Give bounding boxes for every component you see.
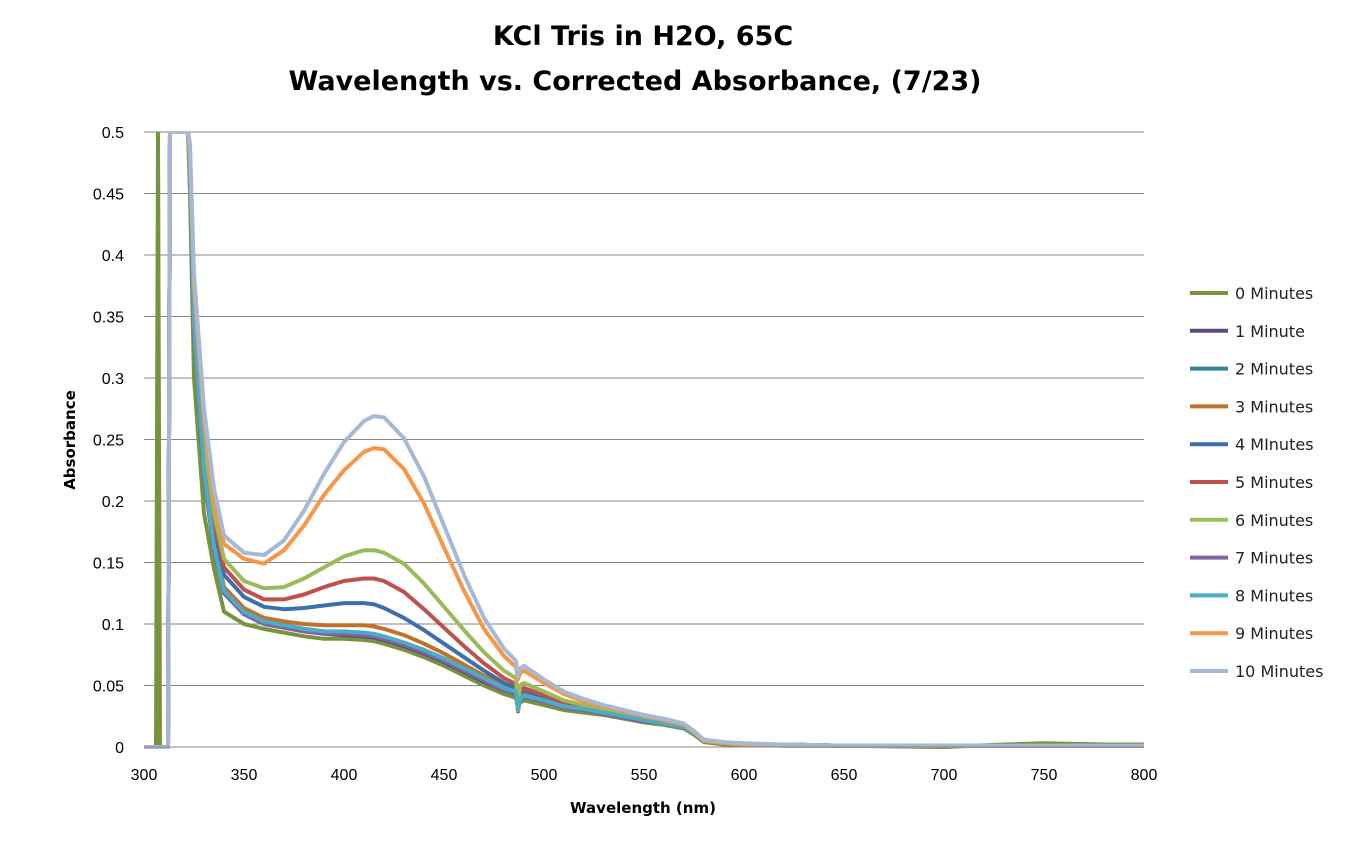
legend-label: 0 Minutes — [1235, 284, 1313, 303]
x-tick-label: 550 — [631, 767, 658, 784]
x-tick-label: 600 — [731, 767, 758, 784]
y-tick-label: 0.05 — [93, 679, 124, 696]
x-tick-label: 750 — [1031, 767, 1058, 784]
y-tick-label: 0.1 — [102, 617, 124, 634]
x-axis-title: Wavelength (nm) — [570, 799, 716, 817]
legend-label: 5 Minutes — [1235, 473, 1313, 492]
y-tick-label: 0.15 — [93, 556, 124, 573]
x-axis-ticks: 300 350 400 450 500 550 600 650 700 750 800 — [131, 767, 1158, 784]
y-tick-label: 0.5 — [102, 125, 124, 142]
x-tick-label: 800 — [1131, 767, 1158, 784]
x-tick-label: 450 — [431, 767, 458, 784]
x-tick-label: 700 — [931, 767, 958, 784]
y-tick-label: 0.25 — [93, 433, 124, 450]
y-tick-label: 0 — [115, 740, 124, 757]
y-tick-label: 0.4 — [102, 248, 124, 265]
y-tick-label: 0.2 — [102, 494, 124, 511]
legend-label: 10 Minutes — [1235, 662, 1323, 681]
x-tick-label: 400 — [331, 767, 358, 784]
series-line-10 — [144, 132, 1144, 749]
legend: 0 Minutes 1 Minute 2 Minutes 3 Minutes 4 MIn… — [1190, 284, 1323, 681]
gridlines — [144, 131, 1144, 686]
y-axis-title: Absorbance — [61, 390, 79, 490]
legend-label: 4 MInutes — [1235, 435, 1314, 454]
x-tick-label: 300 — [131, 767, 158, 784]
legend-label: 3 Minutes — [1235, 397, 1313, 416]
x-tick-label: 650 — [831, 767, 858, 784]
legend-label: 6 Minutes — [1235, 511, 1313, 530]
plot-area — [144, 132, 1144, 749]
chart-title-line-1: KCl Tris in H2O, 65C — [493, 21, 793, 52]
y-tick-label: 0.35 — [93, 310, 124, 327]
x-tick-label: 350 — [231, 767, 258, 784]
y-tick-label: 0.3 — [102, 371, 124, 388]
legend-label: 8 Minutes — [1235, 586, 1313, 605]
chart-title-line-2: Wavelength vs. Corrected Absorbance, (7/… — [289, 66, 982, 97]
y-axis-ticks: 0 0.05 0.1 0.15 0.2 0.25 0.3 0.35 0.4 0.45 0.5 — [93, 125, 124, 757]
legend-label: 7 Minutes — [1235, 549, 1313, 568]
y-tick-label: 0.45 — [93, 187, 124, 204]
legend-label: 2 Minutes — [1235, 360, 1313, 379]
x-tick-label: 500 — [531, 767, 558, 784]
legend-label: 9 Minutes — [1235, 624, 1313, 643]
legend-label: 1 Minute — [1235, 322, 1305, 341]
